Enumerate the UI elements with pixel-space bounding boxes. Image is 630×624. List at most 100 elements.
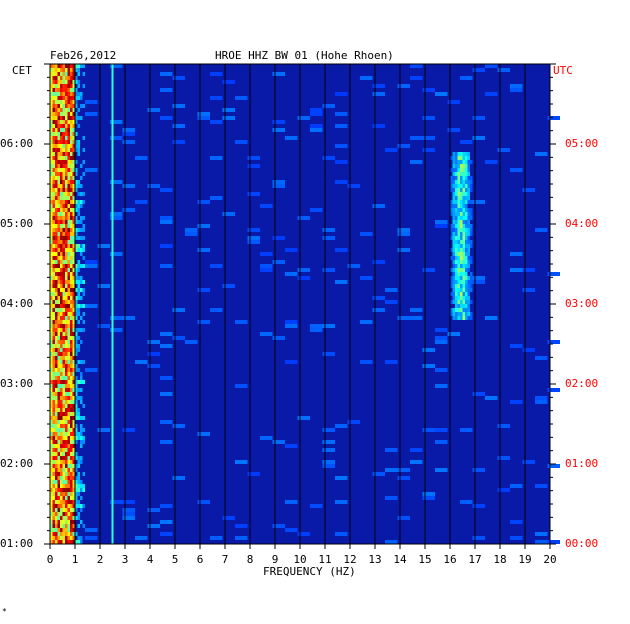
heat-cell <box>70 168 73 172</box>
heat-cell <box>385 540 398 544</box>
heat-cell <box>372 204 385 208</box>
heat-cell <box>50 184 53 188</box>
heat-cell <box>82 248 85 252</box>
heat-cell <box>57 80 60 84</box>
heat-cell <box>80 304 83 308</box>
heat-cell <box>82 104 85 108</box>
heat-cell <box>65 256 68 260</box>
heat-cell <box>60 212 63 216</box>
heat-cell <box>65 244 68 248</box>
heat-cell <box>62 408 65 412</box>
heat-cell <box>65 200 68 204</box>
heat-cell <box>67 100 70 104</box>
heat-cell <box>50 80 53 84</box>
heat-cell <box>60 540 63 544</box>
heat-cell <box>57 164 60 168</box>
heat-cell <box>67 256 70 260</box>
heat-cell <box>57 256 60 260</box>
heat-cell <box>160 376 173 380</box>
heat-cell <box>50 460 53 464</box>
heat-cell <box>50 176 53 180</box>
heat-cell <box>67 276 70 280</box>
heat-cell <box>60 356 63 360</box>
heat-cell <box>77 476 80 480</box>
heat-cell <box>450 184 453 188</box>
heat-cell <box>55 76 58 80</box>
heat-cell <box>67 80 70 84</box>
heat-cell <box>465 196 468 200</box>
heat-cell <box>50 320 53 324</box>
heat-cell <box>80 340 83 344</box>
heat-cell <box>50 404 53 408</box>
heat-cell <box>70 172 73 176</box>
heat-cell <box>67 96 70 100</box>
heat-cell <box>72 256 75 260</box>
heat-cell <box>57 512 60 516</box>
heat-cell <box>65 248 68 252</box>
heat-cell <box>62 256 65 260</box>
heat-cell <box>50 472 53 476</box>
heat-cell <box>52 276 55 280</box>
heat-cell <box>85 368 98 372</box>
heat-cell <box>67 88 70 92</box>
heat-cell <box>67 180 70 184</box>
heat-cell <box>75 216 78 220</box>
heat-cell <box>60 240 63 244</box>
heat-cell <box>57 380 60 384</box>
heat-cell <box>452 236 455 240</box>
heat-cell <box>77 180 80 184</box>
heat-cell <box>397 144 410 148</box>
heat-cell <box>50 524 53 528</box>
heat-cell <box>60 296 63 300</box>
heat-cell <box>70 372 73 376</box>
heat-cell <box>52 96 55 100</box>
heat-cell <box>55 392 58 396</box>
heat-cell <box>467 200 470 204</box>
heat-cell <box>67 516 70 520</box>
heat-cell <box>72 308 75 312</box>
frequency-tick-label: 11 <box>318 553 332 566</box>
heat-cell <box>67 408 70 412</box>
heat-cell <box>72 316 75 320</box>
heat-cell <box>60 72 63 76</box>
heat-cell <box>335 500 348 504</box>
heat-cell <box>65 356 68 360</box>
heat-cell <box>70 408 73 412</box>
heat-cell <box>62 240 65 244</box>
heat-cell <box>467 212 470 216</box>
heat-cell <box>80 416 83 420</box>
heat-cell <box>455 176 458 180</box>
heat-cell <box>465 156 468 160</box>
frequency-tick-label: 9 <box>271 553 279 566</box>
heat-cell <box>452 152 455 156</box>
heat-cell <box>57 208 60 212</box>
heat-cell <box>65 384 68 388</box>
heat-cell <box>67 444 70 448</box>
heat-cell <box>55 264 58 268</box>
heat-cell <box>55 424 58 428</box>
heat-cell <box>60 136 63 140</box>
heat-cell <box>60 312 63 316</box>
heat-cell <box>197 200 210 204</box>
heat-cell <box>62 180 65 184</box>
heat-cell <box>62 296 65 300</box>
heat-cell <box>50 436 53 440</box>
heat-cell <box>50 216 53 220</box>
heat-cell <box>55 172 58 176</box>
heat-cell <box>77 320 80 324</box>
heat-cell <box>72 196 75 200</box>
heat-cell <box>272 524 285 528</box>
heat-cell <box>52 164 55 168</box>
heat-cell <box>65 520 68 524</box>
heat-cell <box>360 320 373 324</box>
heat-cell <box>465 152 468 156</box>
heat-cell <box>72 536 75 540</box>
heat-cell <box>465 248 468 252</box>
heat-cell <box>70 524 73 528</box>
heat-cell <box>60 80 63 84</box>
heat-cell <box>82 136 85 140</box>
heat-cell <box>210 196 223 200</box>
heat-cell <box>70 100 73 104</box>
heat-cell <box>462 316 465 320</box>
heat-cell <box>50 532 53 536</box>
